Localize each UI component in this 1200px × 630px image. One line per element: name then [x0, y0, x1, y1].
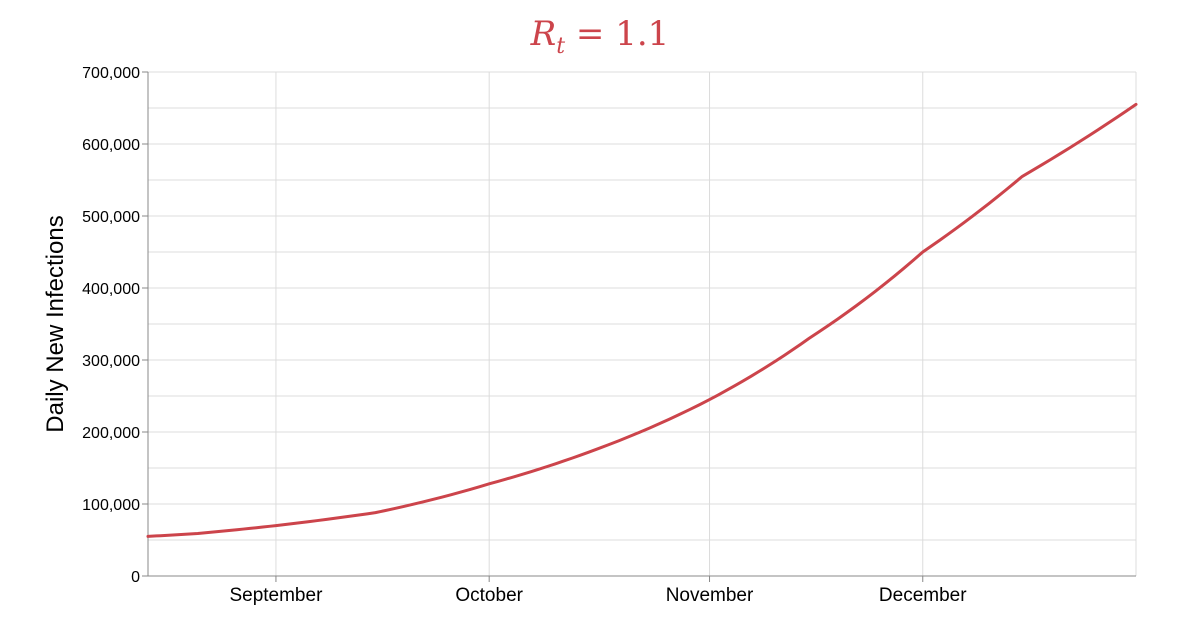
- series-line: [146, 102, 1138, 538]
- y-tick-label: 300,000: [82, 353, 140, 370]
- series-layer: [146, 102, 1138, 538]
- y-tick-label: 0: [131, 569, 140, 586]
- chart-title-subscript: t: [556, 34, 566, 59]
- y-tick-label: 400,000: [82, 281, 140, 298]
- y-tick-label: 100,000: [82, 497, 140, 514]
- y-axis-label: Daily New Infections: [42, 215, 69, 433]
- chart-title: Rt = 1.1: [0, 14, 1200, 59]
- x-tick-labels: September October November December: [229, 585, 967, 606]
- chart-title-base: R: [530, 14, 557, 54]
- x-tick-label: December: [879, 585, 967, 606]
- y-tick-label: 700,000: [82, 65, 140, 82]
- x-tick-label: October: [455, 585, 523, 606]
- y-tick-labels: 0 100,000 200,000 300,000 400,000 500,000 600,…: [82, 65, 140, 586]
- y-tick-label: 500,000: [82, 209, 140, 226]
- x-tick-label: September: [229, 585, 323, 606]
- y-tick-label: 600,000: [82, 137, 140, 154]
- y-tick-label: 200,000: [82, 425, 140, 442]
- chart-title-rest: = 1.1: [565, 14, 670, 54]
- axes: [142, 71, 1136, 582]
- gridlines: [148, 71, 1137, 576]
- x-tick-label: November: [666, 585, 754, 606]
